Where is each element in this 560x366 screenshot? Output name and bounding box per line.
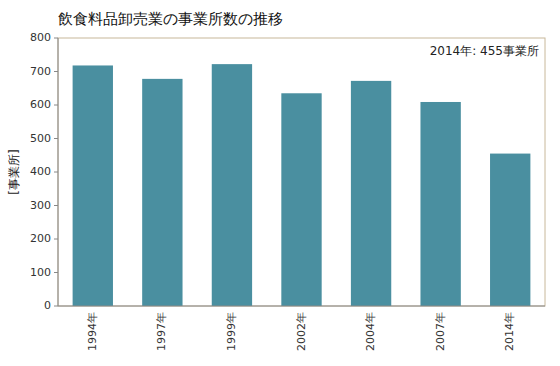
y-tick — [54, 138, 58, 139]
x-tick-label: 2004年 — [364, 312, 377, 351]
y-tick-label: 500 — [30, 132, 51, 145]
plot-frame — [58, 38, 545, 306]
y-tick-label: 600 — [30, 98, 51, 111]
bar — [490, 154, 530, 306]
x-tick-label: 2007年 — [434, 312, 447, 351]
chart: 0 100 200 300 400 500 600 700 800 1994年 1997年 1999年… — [0, 0, 560, 366]
y-tick — [54, 239, 58, 240]
bar — [73, 65, 113, 306]
chart-container: 0 100 200 300 400 500 600 700 800 1994年 1997年 1999年… — [0, 0, 560, 366]
bar — [142, 79, 182, 306]
bar — [351, 81, 391, 306]
x-tick-label: 1997年 — [155, 312, 168, 351]
y-tick — [54, 205, 58, 206]
x-tick-label: 2002年 — [295, 312, 308, 351]
bar — [212, 64, 252, 306]
y-tick — [54, 272, 58, 273]
y-tick-label: 100 — [30, 266, 51, 279]
y-tick-label: 800 — [30, 31, 51, 44]
x-axis-line — [58, 306, 545, 307]
x-tick-label: 1994年 — [86, 312, 99, 351]
y-tick — [54, 172, 58, 173]
bar — [420, 102, 460, 306]
y-tick-label: 400 — [30, 165, 51, 178]
y-tick — [54, 71, 58, 72]
y-axis-label: [事業所] — [7, 149, 21, 194]
annotation: 2014年: 455事業所 — [430, 44, 539, 58]
bars — [73, 64, 531, 306]
y-tick-label: 200 — [30, 232, 51, 245]
y-tick-label: 700 — [30, 65, 51, 78]
y-tick-label: 300 — [30, 199, 51, 212]
x-tick-label: 1999年 — [225, 312, 238, 351]
y-tick-label: 0 — [44, 299, 51, 312]
bar — [281, 93, 321, 306]
x-tick-label: 2014年 — [503, 312, 516, 351]
y-tick — [54, 306, 58, 307]
y-tick — [54, 105, 58, 106]
y-tick — [54, 38, 58, 39]
title: 飲食料品卸売業の事業所数の推移 — [58, 10, 283, 28]
